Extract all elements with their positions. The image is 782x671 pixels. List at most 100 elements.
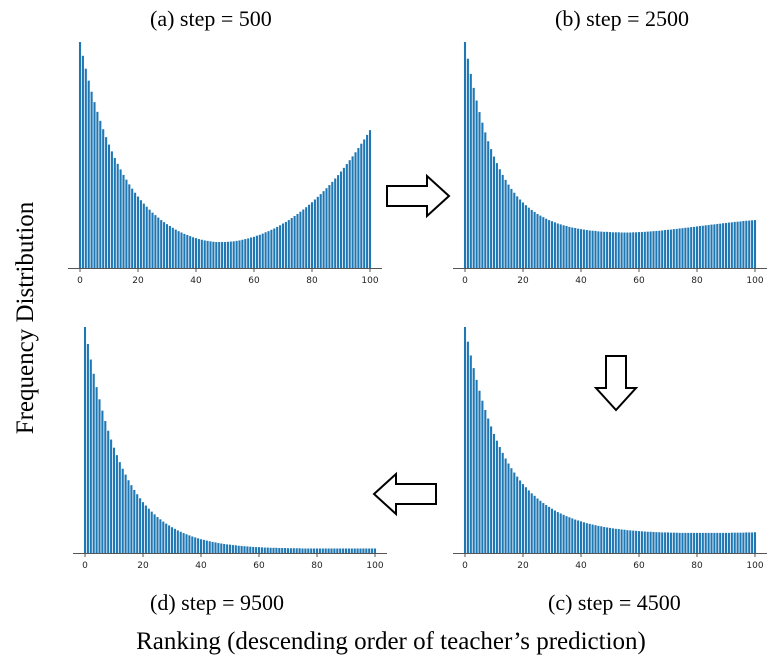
bar [179, 531, 182, 553]
bar [141, 502, 145, 553]
bar [350, 548, 353, 553]
bar [748, 532, 751, 553]
bar [466, 58, 469, 268]
bar [194, 238, 198, 268]
bar [687, 532, 690, 553]
bar [342, 167, 345, 268]
bar [530, 209, 533, 268]
bar [620, 232, 623, 268]
bar [623, 529, 626, 553]
bar [118, 462, 121, 553]
bar [527, 207, 530, 268]
bar [287, 220, 290, 268]
bar [301, 548, 304, 553]
bar [339, 548, 342, 553]
bar [664, 532, 667, 553]
bar [736, 221, 739, 268]
bar [571, 518, 574, 553]
bar [331, 181, 334, 268]
bar [206, 240, 209, 268]
panel-c-chart: 0 20 40 60 80 100 [453, 327, 767, 571]
bar [698, 225, 701, 268]
bar [713, 224, 716, 268]
bar [136, 196, 140, 268]
bar [362, 548, 365, 553]
bar [334, 178, 337, 268]
bar [722, 532, 725, 553]
bar [562, 225, 565, 268]
bar [597, 525, 600, 553]
bar [208, 541, 211, 553]
bar [655, 230, 658, 268]
bar [163, 222, 166, 268]
bar [559, 513, 562, 553]
bar [105, 137, 108, 268]
bar [507, 463, 510, 553]
bar [637, 232, 641, 268]
bar [226, 241, 229, 268]
bar [229, 241, 232, 268]
x-tick-label: 60 [253, 561, 265, 571]
bar [154, 215, 157, 268]
bar [498, 447, 501, 553]
bar [151, 212, 154, 268]
bar [623, 232, 626, 268]
bar [690, 227, 693, 268]
bar [490, 149, 493, 268]
bar [368, 548, 371, 553]
bar [241, 239, 244, 268]
bar [99, 120, 102, 269]
bar [107, 144, 111, 268]
bar [81, 55, 84, 268]
bar [127, 480, 130, 553]
bar [469, 73, 472, 268]
bar [562, 514, 565, 553]
bar [588, 523, 591, 553]
bar [130, 485, 133, 553]
bar [270, 229, 273, 268]
bar [87, 80, 90, 269]
x-axis-label: Ranking (descending order of teacher’s p… [136, 628, 646, 655]
bar [704, 532, 707, 553]
bar [272, 547, 275, 553]
bar [669, 229, 672, 268]
bar [620, 529, 623, 553]
bar [339, 171, 343, 268]
bar [351, 156, 354, 268]
bar [122, 174, 125, 268]
bar [144, 505, 147, 553]
bar [603, 231, 606, 268]
bar [524, 487, 527, 553]
bar [354, 152, 357, 268]
bar [136, 494, 139, 553]
bar [507, 184, 510, 268]
bar [568, 226, 571, 268]
bar [221, 242, 224, 268]
bar [302, 209, 305, 268]
bar [672, 229, 675, 268]
bar [666, 532, 670, 553]
bar [330, 548, 333, 553]
bar [466, 341, 469, 553]
bar [113, 157, 116, 268]
bar [185, 534, 188, 553]
bar [223, 242, 227, 268]
bar [519, 199, 522, 268]
bar [640, 232, 643, 268]
bar [255, 547, 258, 553]
bar [695, 226, 699, 268]
bar [174, 229, 177, 268]
bar [124, 474, 127, 553]
bar [83, 327, 87, 553]
bar [322, 191, 325, 268]
bar [160, 220, 163, 268]
bar [713, 532, 716, 553]
bar [681, 532, 684, 553]
bar [678, 532, 681, 553]
x-tick-label: 60 [633, 276, 645, 286]
x-tick-label: 0 [82, 561, 88, 571]
bar [189, 236, 192, 268]
bar [707, 532, 710, 553]
bar [226, 544, 229, 553]
bar [730, 222, 733, 268]
